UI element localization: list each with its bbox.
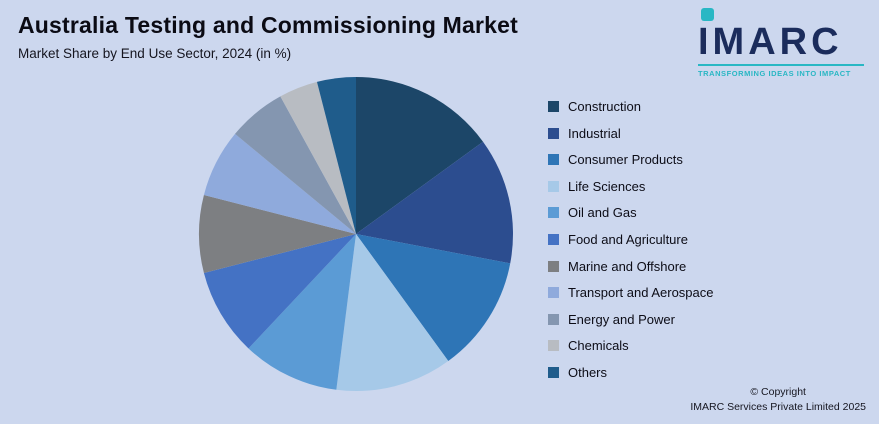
legend-item: Industrial bbox=[548, 125, 714, 142]
page-subtitle: Market Share by End Use Sector, 2024 (in… bbox=[18, 46, 292, 61]
pie-slice bbox=[280, 81, 356, 235]
legend-swatch bbox=[548, 260, 559, 272]
legend-item: Construction bbox=[548, 98, 714, 115]
logo-divider bbox=[698, 64, 864, 66]
logo-text: IMARC bbox=[698, 21, 843, 63]
legend-label: Marine and Offshore bbox=[568, 258, 687, 274]
legend-item: Food and Agriculture bbox=[548, 231, 714, 248]
legend: Construction Industrial Consumer Products L… bbox=[548, 98, 714, 391]
pie-svg bbox=[198, 77, 514, 391]
logo-dot-icon bbox=[701, 8, 714, 21]
pie-slice bbox=[203, 133, 356, 234]
legend-label: Food and Agriculture bbox=[568, 231, 688, 247]
legend-item: Others bbox=[548, 364, 714, 381]
legend-item: Transport and Aerospace bbox=[548, 284, 714, 301]
copyright-line1: © Copyright bbox=[750, 385, 806, 398]
pie-slice bbox=[356, 234, 511, 362]
copyright-line2: IMARC Services Private Limited 2025 bbox=[690, 400, 866, 413]
pie-slice bbox=[198, 194, 356, 274]
legend-swatch bbox=[548, 313, 559, 325]
pie-slice bbox=[235, 96, 356, 234]
pie-slice bbox=[356, 77, 484, 234]
legend-item: Marine and Offshore bbox=[548, 258, 714, 275]
imarc-logo: IMARC TRANSFORMING IDEAS INTO IMPACT bbox=[698, 8, 866, 78]
legend-item: Energy and Power bbox=[548, 311, 714, 328]
copyright: © Copyright IMARC Services Private Limit… bbox=[690, 385, 866, 415]
legend-label: Chemicals bbox=[568, 338, 629, 354]
legend-swatch bbox=[548, 287, 559, 299]
legend-swatch bbox=[548, 233, 559, 245]
pie-slice bbox=[203, 234, 356, 349]
legend-swatch bbox=[548, 366, 559, 378]
legend-item: Oil and Gas bbox=[548, 204, 714, 221]
legend-label: Oil and Gas bbox=[568, 205, 637, 221]
pie-slice bbox=[356, 141, 514, 264]
legend-item: Consumer Products bbox=[548, 151, 714, 168]
legend-label: Consumer Products bbox=[568, 152, 683, 168]
legend-item: Chemicals bbox=[548, 337, 714, 354]
legend-item: Life Sciences bbox=[548, 178, 714, 195]
pie-slice bbox=[248, 234, 356, 390]
legend-swatch bbox=[548, 340, 559, 352]
logo-tagline: TRANSFORMING IDEAS INTO IMPACT bbox=[698, 69, 851, 78]
legend-label: Industrial bbox=[568, 125, 621, 141]
pie-slice bbox=[336, 234, 449, 391]
pie-slice bbox=[316, 77, 356, 234]
legend-label: Energy and Power bbox=[568, 311, 675, 327]
legend-swatch bbox=[548, 180, 559, 192]
legend-swatch bbox=[548, 101, 559, 112]
pie-chart bbox=[198, 76, 514, 392]
legend-swatch bbox=[548, 207, 559, 219]
legend-swatch bbox=[548, 154, 559, 166]
page-title: Australia Testing and Commissioning Mark… bbox=[18, 12, 519, 38]
legend-label: Transport and Aerospace bbox=[568, 285, 714, 301]
legend-swatch bbox=[548, 127, 559, 139]
legend-label: Others bbox=[568, 364, 608, 380]
legend-label: Life Sciences bbox=[568, 178, 646, 194]
legend-label: Construction bbox=[568, 99, 641, 114]
